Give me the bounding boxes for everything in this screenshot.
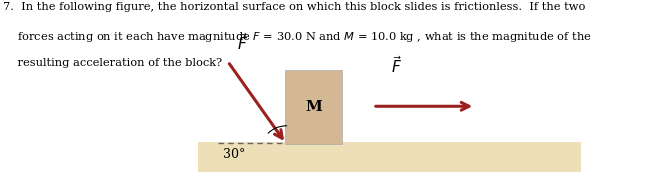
Text: 30°: 30°: [223, 148, 246, 161]
Text: $\vec{F}$: $\vec{F}$: [238, 32, 248, 53]
Text: forces acting on it each have magnitude $F$ = 30.0 N and $M$ = 10.0 kg , what is: forces acting on it each have magnitude …: [3, 30, 592, 44]
Text: 7.  In the following figure, the horizontal surface on which this block slides i: 7. In the following figure, the horizont…: [3, 2, 585, 12]
Text: resulting acceleration of the block?: resulting acceleration of the block?: [3, 58, 222, 68]
Text: $\vec{F}$: $\vec{F}$: [391, 55, 401, 76]
Bar: [198, 142, 581, 172]
Bar: [285, 70, 342, 144]
Text: M: M: [305, 100, 322, 114]
